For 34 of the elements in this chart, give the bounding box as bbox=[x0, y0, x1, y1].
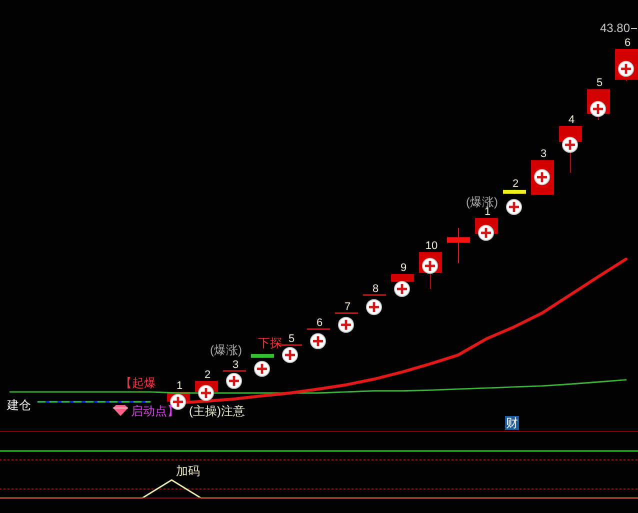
text: 2 bbox=[512, 178, 519, 190]
text: 3 bbox=[232, 358, 239, 371]
annotation: (主操)注意 bbox=[189, 404, 245, 418]
text: 8 bbox=[372, 283, 379, 296]
annotation: 【起爆 bbox=[120, 376, 156, 390]
point bbox=[478, 224, 494, 241]
text: 4 bbox=[568, 114, 575, 126]
point bbox=[394, 280, 410, 297]
annotation: 加码 bbox=[176, 464, 200, 478]
text: 9 bbox=[400, 262, 407, 274]
candlestick bbox=[447, 227, 470, 264]
text: 财 bbox=[506, 416, 518, 430]
text: 5 bbox=[288, 333, 295, 346]
point bbox=[338, 316, 354, 333]
point bbox=[310, 333, 326, 350]
text: 10 bbox=[425, 240, 438, 252]
point bbox=[226, 372, 242, 389]
text: 2 bbox=[204, 368, 211, 381]
annotation: 启动点】 bbox=[131, 404, 179, 418]
point bbox=[282, 347, 298, 364]
text: 1 bbox=[176, 380, 183, 392]
point bbox=[506, 198, 522, 215]
annotation: (爆涨) bbox=[210, 343, 242, 357]
point bbox=[562, 136, 578, 153]
text: 6 bbox=[624, 37, 631, 49]
annotation: 下探 bbox=[258, 336, 282, 350]
point bbox=[366, 299, 382, 316]
text: 6 bbox=[316, 317, 323, 330]
text: 5 bbox=[596, 77, 603, 90]
annotation: 建仓 bbox=[7, 398, 31, 412]
text: 7 bbox=[344, 301, 351, 314]
text: 43.80 bbox=[600, 21, 630, 35]
text: 3 bbox=[540, 148, 547, 160]
point bbox=[254, 360, 270, 377]
